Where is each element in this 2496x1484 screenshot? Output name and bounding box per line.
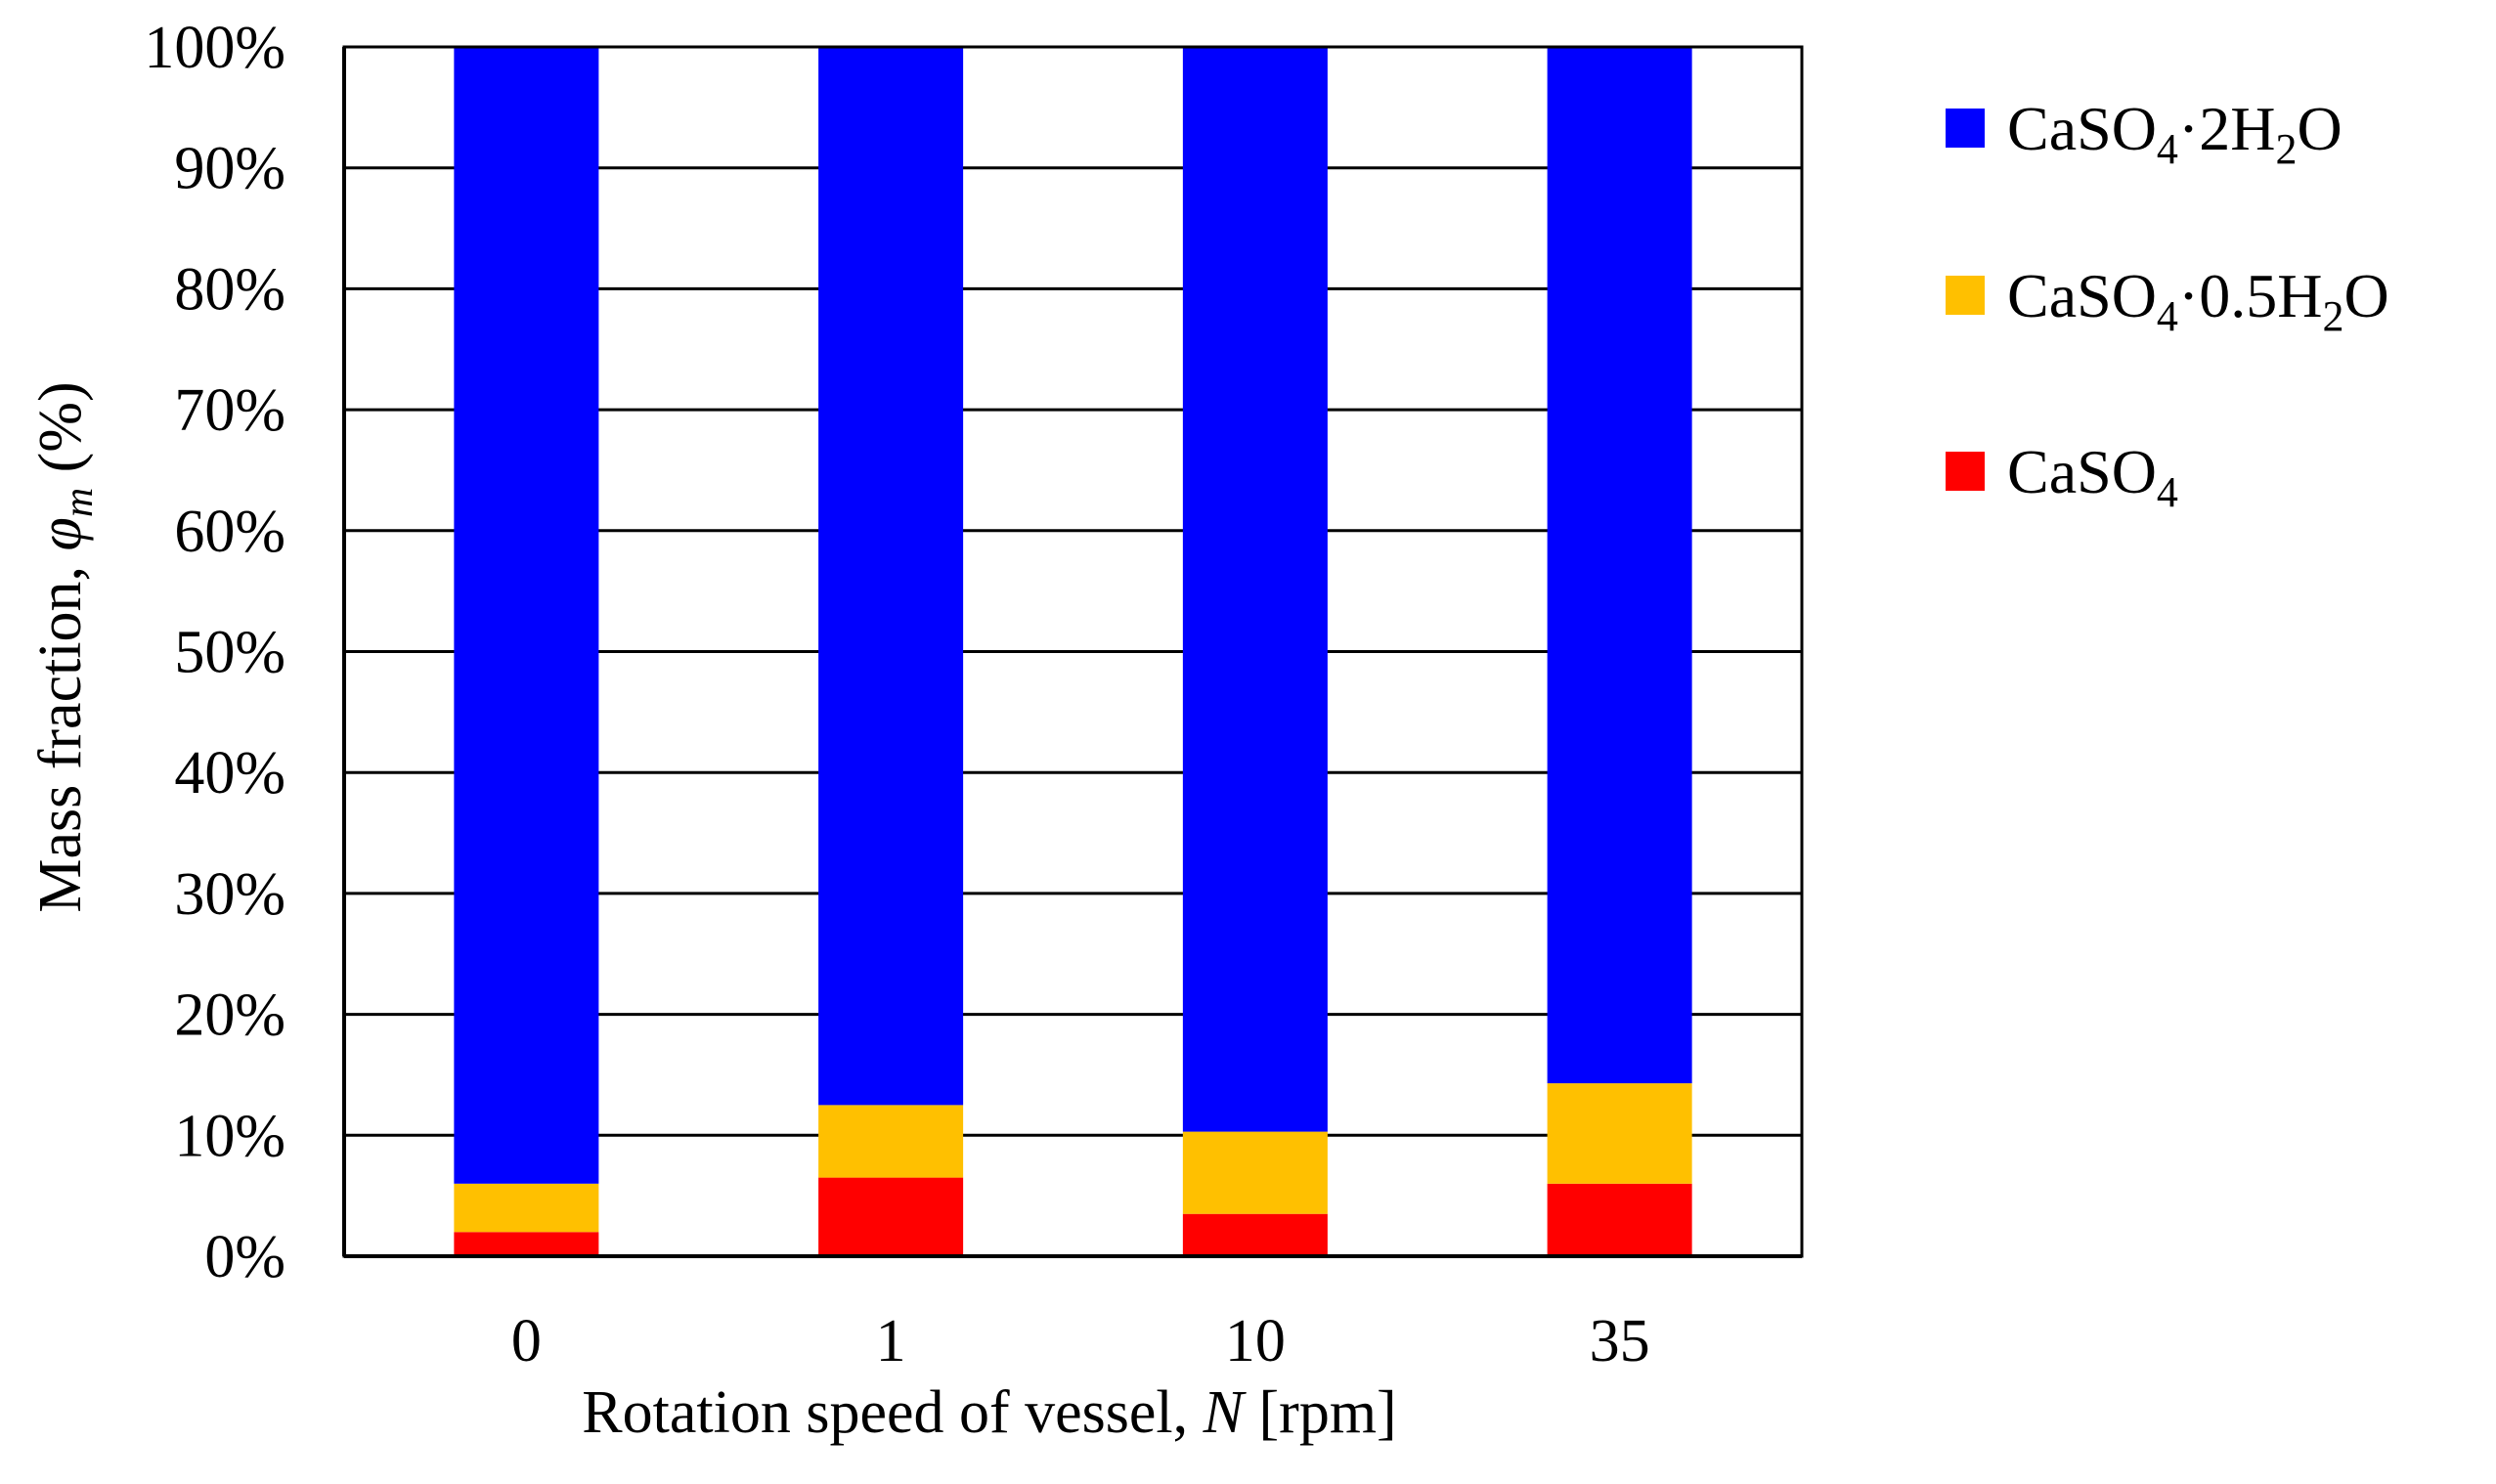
x-tick-label-10: 10 [1225,1308,1286,1375]
bar-segment-CaSO4-0.5H2O-n35 [1547,1083,1692,1184]
x-tick-label-35: 35 [1590,1308,1650,1375]
y-axis-label-variable: φ [27,517,94,550]
y-tick-label-20pct: 20% [174,982,285,1049]
bar-segment-CaSO4-0.5H2O-n1 [818,1105,964,1178]
y-tick-label-10pct: 10% [174,1103,285,1169]
y-tick-label-100pct: 100% [144,15,285,81]
y-tick-label-70pct: 70% [174,377,285,444]
x-tick-labels: 0 1 10 35 [511,1308,1650,1375]
y-axis-label: Mass fraction, φm (%) [27,381,102,912]
y-tick-label-80pct: 80% [174,256,285,323]
x-axis-label-prefix: Rotation speed of vessel, [582,1379,1203,1446]
legend-label: CaSO4·2H2O [2007,94,2343,173]
bar-segment-CaSO4-n10 [1182,1213,1328,1256]
y-tick-label-0pct: 0% [204,1224,285,1290]
bar-segment-CaSO4-n1 [818,1177,964,1256]
y-axis-label-prefix: Mass fraction, [27,550,94,912]
bar-segment-CaSO4-2H2O-n0 [454,47,599,1184]
y-tick-label-90pct: 90% [174,136,285,202]
axes-layer [342,45,1804,1258]
legend-item-CaSO4-2H2O: CaSO4·2H2O [1946,94,2343,173]
y-tick-label-30pct: 30% [174,861,285,928]
x-tick-label-0: 0 [511,1308,542,1375]
x-axis-label-variable: N [1203,1379,1248,1446]
bar-segment-CaSO4-2H2O-n10 [1182,47,1328,1132]
legend-swatch [1946,452,1985,491]
legend-label: CaSO4 [2007,437,2178,516]
x-axis-label-suffix: [rpm] [1244,1379,1397,1446]
y-axis-label-suffix: (%) [27,381,94,487]
legend-swatch [1946,276,1985,315]
legend-item-CaSO4: CaSO4 [1946,437,2178,516]
bar-segment-CaSO4-0.5H2O-n0 [454,1183,599,1233]
y-tick-label-40pct: 40% [174,740,285,807]
bars-layer [454,47,1692,1256]
x-tick-label-1: 1 [876,1308,906,1375]
legend-swatch [1946,109,1985,148]
bar-segment-CaSO4-2H2O-n1 [818,47,964,1106]
bar-segment-CaSO4-n35 [1547,1183,1692,1256]
y-tick-label-60pct: 60% [174,499,285,565]
y-tick-label-50pct: 50% [174,620,285,686]
bar-segment-CaSO4-2H2O-n35 [1547,47,1692,1084]
x-axis-label: Rotation speed of vessel, N [rpm] [582,1379,1396,1446]
legend-item-CaSO4-0.5H2O: CaSO4·0.5H2O [1946,261,2389,340]
legend: CaSO4·2H2O CaSO4·0.5H2O CaSO4 [1946,94,2389,516]
legend-label: CaSO4·0.5H2O [2007,261,2389,340]
bar-segment-CaSO4-n0 [454,1232,599,1256]
y-axis-label-subscript: m [57,488,102,517]
bar-segment-CaSO4-0.5H2O-n10 [1182,1131,1328,1214]
y-tick-labels: 0% 10% 20% 30% 40% 50% 60% 70% 80% 90% 100% [144,15,285,1290]
